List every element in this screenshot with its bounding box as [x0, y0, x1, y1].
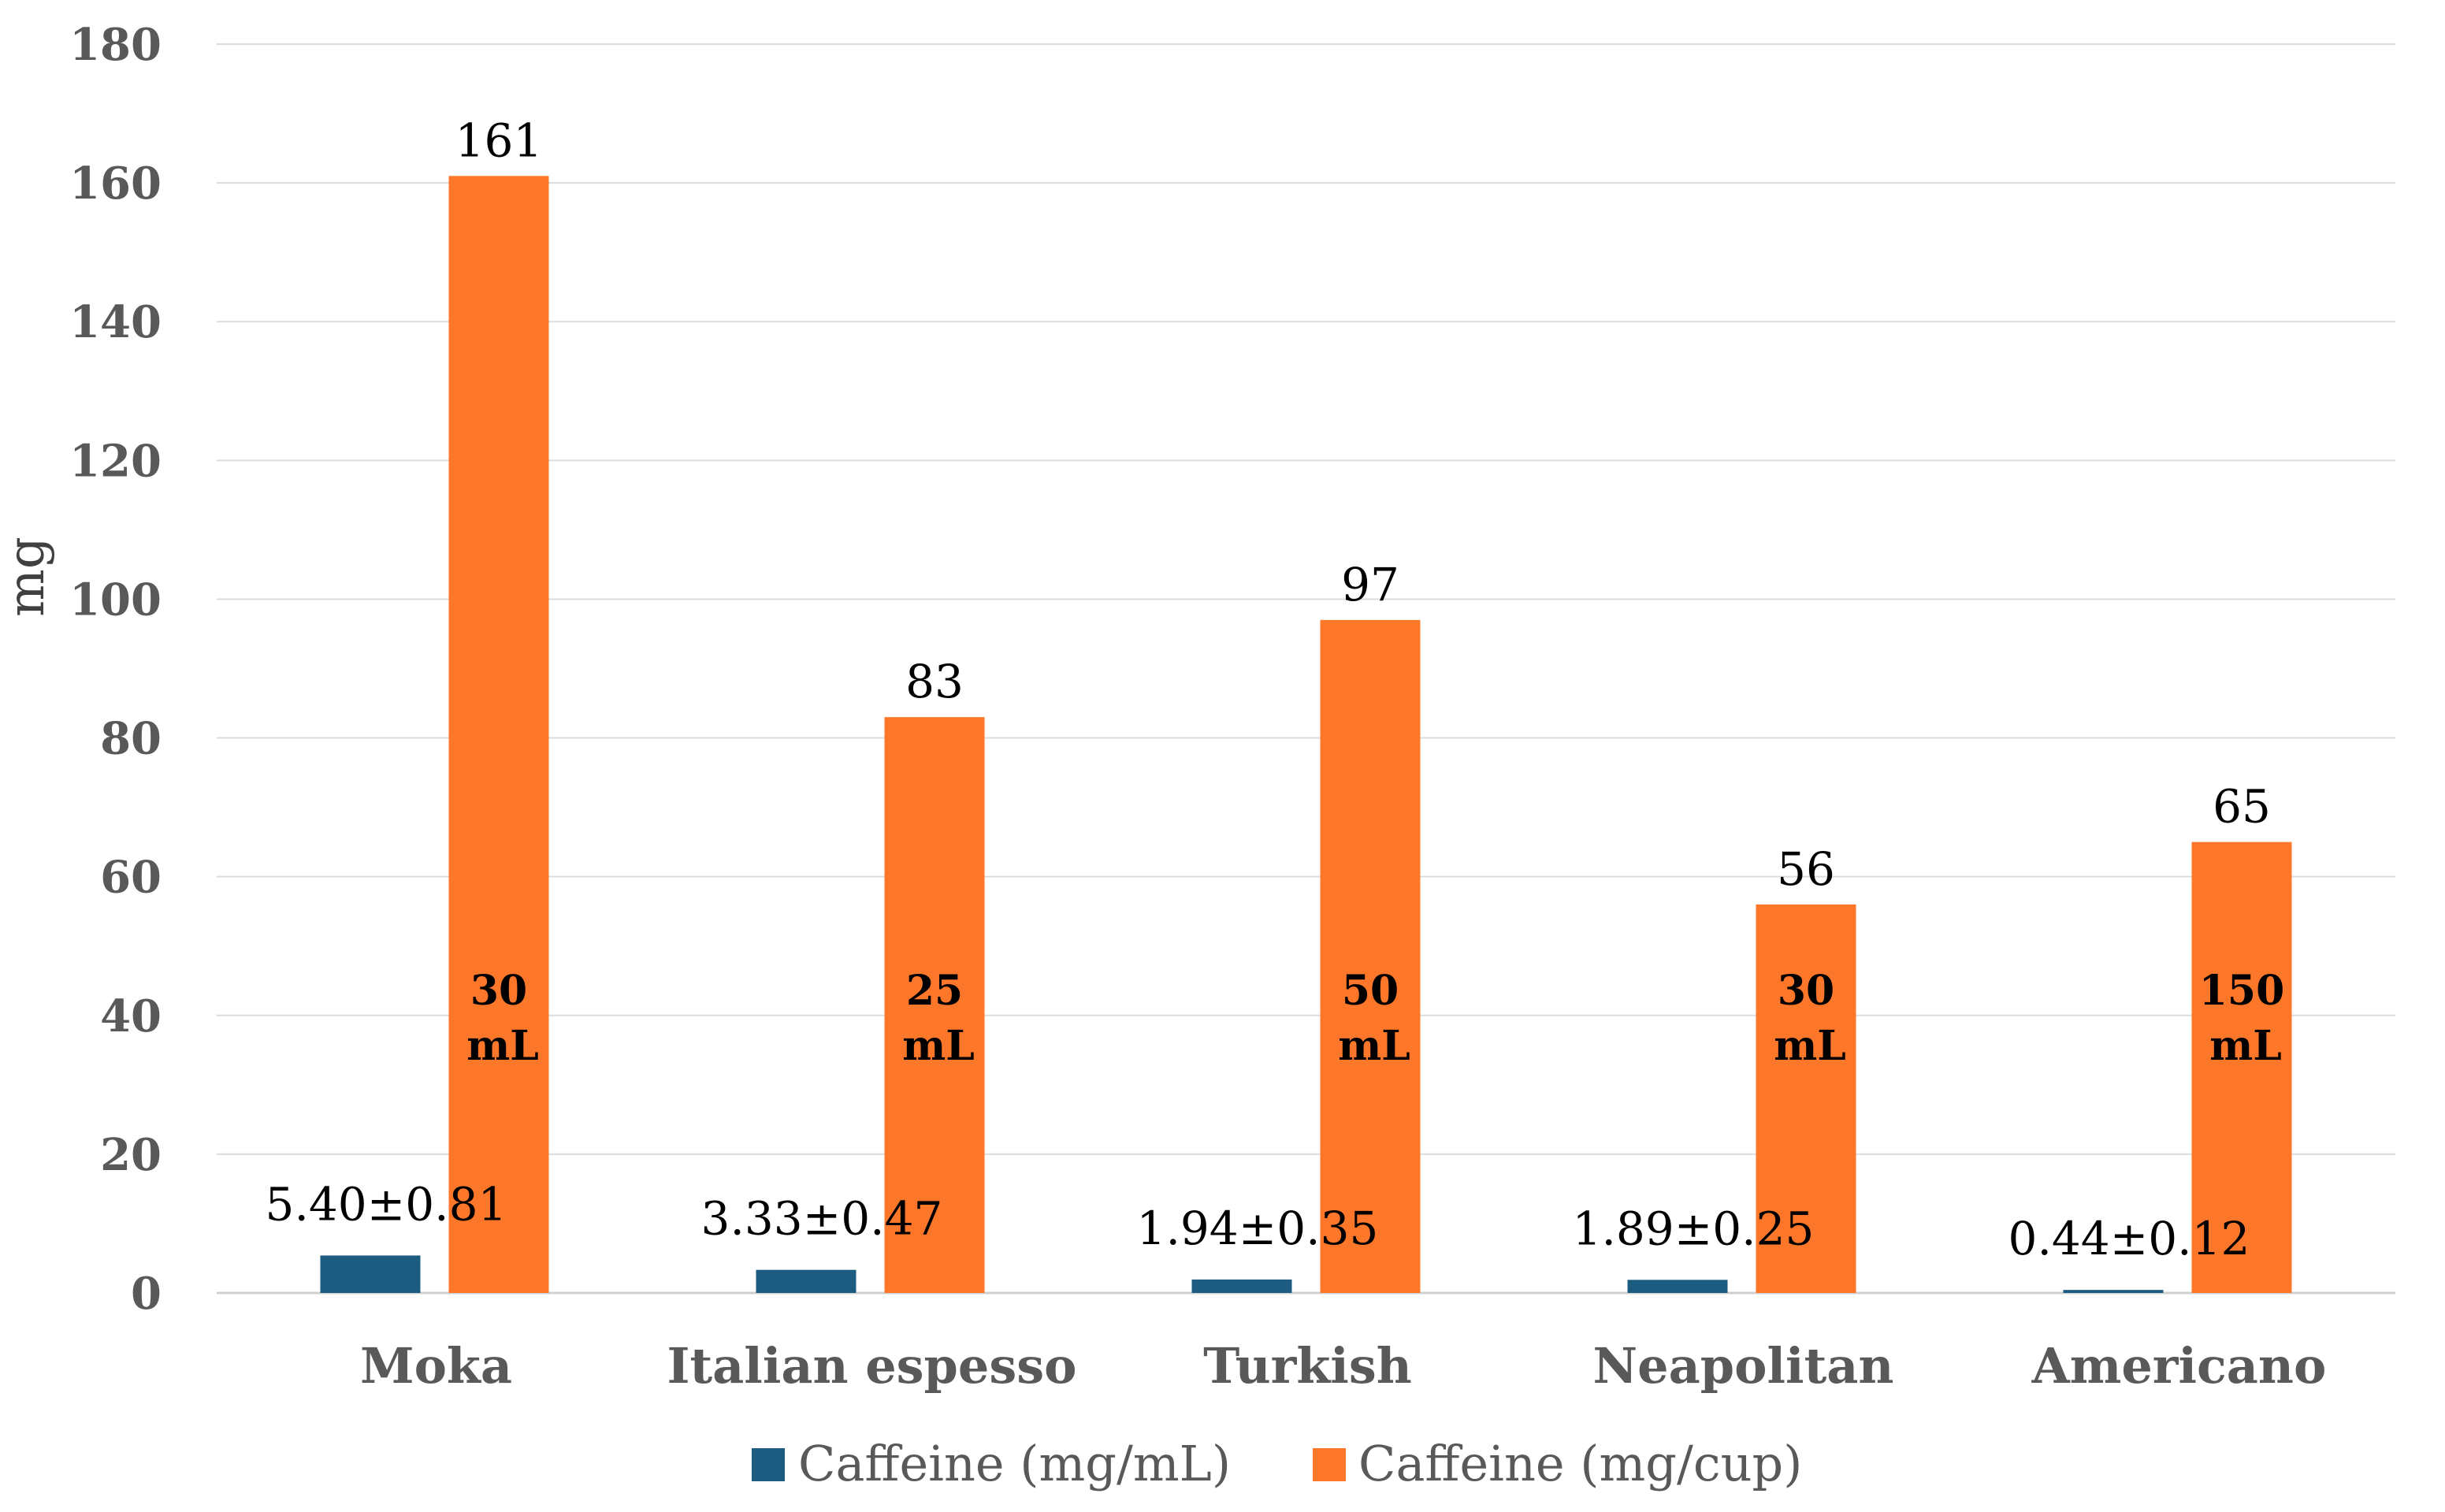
x-category-label: Neapolitan	[1593, 1337, 1894, 1395]
gridlines	[217, 43, 2395, 1295]
y-tick-label: 20	[100, 1129, 162, 1181]
bar-volume-label: mL	[2209, 1022, 2282, 1070]
y-tick-label: 140	[69, 296, 162, 348]
y-axis-tick-labels: 0 20 40 60 80 100 120 140 160 180	[69, 19, 162, 1320]
bar-caffeine-mg-per-cup	[448, 176, 549, 1294]
y-tick-label: 180	[69, 19, 162, 71]
bar-caffeine-mg-per-cup	[1756, 904, 1856, 1293]
y-tick-label: 160	[69, 158, 162, 210]
bar-volume-label: 30	[1778, 967, 1834, 1015]
bar-caffeine-mg-per-ml	[756, 1269, 856, 1293]
x-category-label: Americano	[2031, 1337, 2327, 1395]
bar-volume-label: mL	[1774, 1022, 1846, 1070]
bar-volume-label: 50	[1342, 967, 1399, 1015]
y-tick-label: 120	[69, 435, 162, 487]
data-label-mg-per-cup: 161	[455, 113, 543, 167]
y-tick-label: 0	[131, 1268, 162, 1320]
bar-caffeine-mg-per-ml	[2063, 1290, 2164, 1293]
bar-volume-label: mL	[466, 1022, 539, 1070]
y-tick-label: 80	[100, 713, 162, 765]
x-axis-category-labels: Moka Italian espesso Turkish Neapolitan Amer…	[360, 1337, 2326, 1395]
legend-swatch	[752, 1448, 785, 1481]
bar-volume-label: 25	[906, 967, 963, 1015]
bar-volume-label: 30	[470, 967, 527, 1015]
data-label-mg-per-ml: 0.44±0.12	[2008, 1212, 2250, 1265]
bar-caffeine-mg-per-ml	[1627, 1280, 1728, 1293]
legend-swatch	[1313, 1448, 1346, 1481]
bar-volume-label: mL	[902, 1022, 975, 1070]
y-tick-label: 40	[100, 990, 162, 1042]
data-label-mg-per-cup: 97	[1341, 558, 1399, 611]
data-label-mg-per-cup: 83	[905, 655, 964, 708]
data-label-mg-per-ml: 3.33±0.47	[701, 1192, 943, 1246]
bar-caffeine-mg-per-ml	[320, 1255, 421, 1293]
bar-caffeine-mg-per-cup	[1320, 619, 1421, 1293]
bars	[320, 176, 2292, 1294]
y-tick-label: 60	[100, 852, 162, 904]
legend: Caffeine (mg/mL) Caffeine (mg/cup)	[752, 1435, 1802, 1492]
data-labels: 161 5.40±0.81 30 mL 83 3.33±0.47 25 mL 97 1.94±0.…	[266, 113, 2285, 1265]
y-axis-title: mg	[0, 537, 56, 617]
x-category-label: Italian espesso	[667, 1337, 1076, 1395]
bar-caffeine-mg-per-cup	[884, 717, 985, 1293]
bar-caffeine-mg-per-ml	[1191, 1279, 1292, 1293]
legend-label: Caffeine (mg/cup)	[1358, 1435, 1802, 1492]
y-tick-label: 100	[69, 574, 162, 626]
data-label-mg-per-ml: 1.89±0.25	[1573, 1202, 1815, 1255]
x-category-label: Moka	[360, 1337, 512, 1395]
x-category-label: Turkish	[1203, 1337, 1412, 1395]
bar-caffeine-mg-per-cup	[2191, 841, 2292, 1293]
data-label-mg-per-cup: 56	[1777, 842, 1835, 896]
data-label-mg-per-cup: 65	[2213, 780, 2271, 834]
bar-volume-label: mL	[1338, 1022, 1410, 1070]
data-label-mg-per-ml: 5.40±0.81	[266, 1177, 507, 1231]
bar-volume-label: 150	[2199, 967, 2285, 1015]
legend-label: Caffeine (mg/mL)	[798, 1435, 1231, 1492]
data-label-mg-per-ml: 1.94±0.35	[1137, 1202, 1379, 1255]
